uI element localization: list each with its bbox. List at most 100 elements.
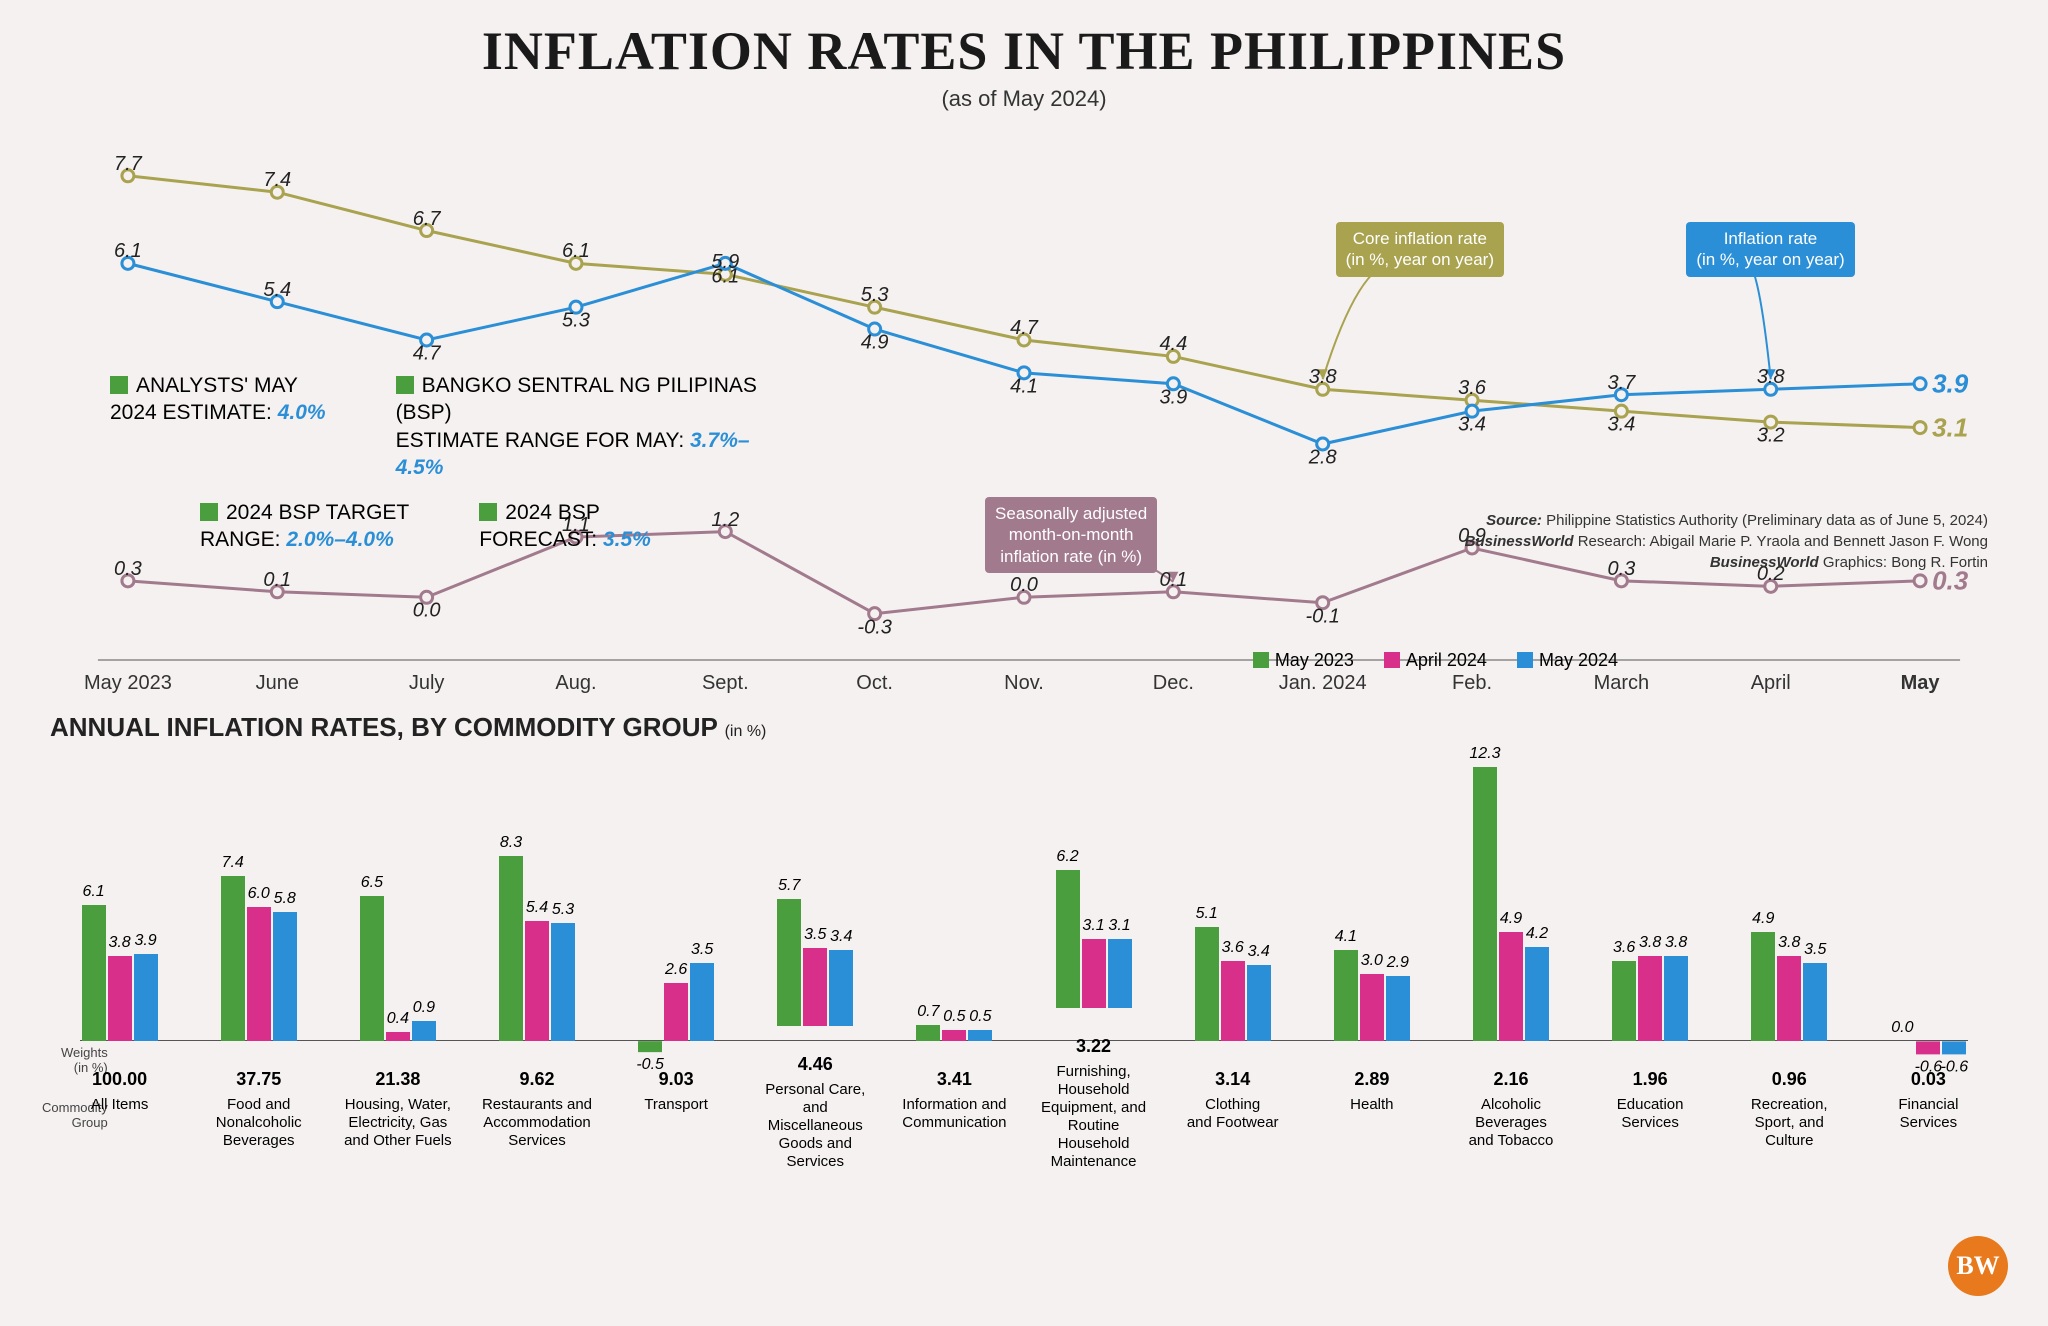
estimate-forecast: 2024 BSPFORECAST: 3.5% — [479, 499, 651, 554]
bar: 3.5 — [1803, 963, 1827, 1041]
group-name: Furnishing,HouseholdEquipment, andRoutin… — [1034, 1063, 1154, 1171]
point-label: 7.7 — [114, 153, 142, 176]
bar-group: 6.23.13.13.22Furnishing,HouseholdEquipme… — [1024, 718, 1163, 1171]
point-label: 4.9 — [861, 331, 889, 354]
bar: 0.4 — [386, 1032, 410, 1041]
group-weight: 9.62 — [519, 1069, 554, 1090]
x-axis-label: Dec. — [1153, 672, 1194, 695]
bar: 0.9 — [412, 1021, 436, 1041]
group-weight: 0.96 — [1772, 1069, 1807, 1090]
point-label: 6.1 — [114, 240, 142, 263]
point-label: 0.1 — [1159, 569, 1187, 592]
bar: 3.8 — [108, 956, 132, 1041]
bar: 3.6 — [1612, 961, 1636, 1041]
point-label: 5.4 — [263, 279, 291, 302]
bar: 2.6 — [664, 983, 688, 1041]
x-axis-label: March — [1594, 672, 1650, 695]
bar: 2.9 — [1386, 976, 1410, 1041]
point-label: 3.9 — [1159, 386, 1187, 409]
bar: 0.5 — [942, 1030, 966, 1041]
page-subtitle: (as of May 2024) — [50, 86, 1998, 112]
bar: 3.8 — [1638, 956, 1662, 1041]
bar-legend-item: April 2024 — [1384, 650, 1487, 671]
estimate-analysts: ANALYSTS' MAY2024 ESTIMATE: 4.0% — [110, 372, 326, 481]
bar-group: 6.50.40.921.38Housing, Water,Electricity… — [328, 751, 467, 1171]
x-axis-label: June — [256, 672, 299, 695]
group-name: Personal Care,and MiscellaneousGoods and… — [755, 1081, 875, 1171]
bar: 3.9 — [134, 954, 158, 1041]
bar-group: 6.13.83.9100.00All Items — [50, 751, 189, 1171]
bar: 3.1 — [1082, 939, 1106, 1008]
bar-group: 5.13.63.43.14Clothingand Footwear — [1163, 751, 1302, 1171]
callout-mom: Seasonally adjustedmonth-on-monthinflati… — [985, 497, 1157, 573]
group-weight: 3.14 — [1215, 1069, 1250, 1090]
bar: 3.6 — [1221, 961, 1245, 1041]
bar-legend-item: May 2023 — [1253, 650, 1354, 671]
x-axis-label: Jan. 2024 — [1279, 672, 1367, 695]
bar: 3.4 — [1247, 965, 1271, 1041]
estimate-bsp-range: BANGKO SENTRAL NG PILIPINAS (BSP)ESTIMAT… — [396, 372, 766, 481]
point-label: 4.7 — [413, 342, 441, 365]
bar: 0.7 — [916, 1025, 940, 1041]
group-name: Health — [1350, 1096, 1393, 1171]
group-name: FinancialServices — [1898, 1096, 1958, 1171]
point-label: 3.8 — [1309, 366, 1337, 389]
bar: -0.6 — [1916, 1041, 1940, 1054]
x-axis-label: Oct. — [856, 672, 893, 695]
bar-group: 8.35.45.39.62Restaurants andAccommodatio… — [467, 751, 606, 1171]
point-label: 3.7 — [1607, 372, 1635, 395]
bar: 3.5 — [690, 963, 714, 1041]
x-axis-label: Sept. — [702, 672, 749, 695]
point-label: 6.7 — [413, 208, 441, 231]
group-weight: 4.46 — [798, 1054, 833, 1075]
bar: 3.1 — [1108, 939, 1132, 1008]
group-name: Housing, Water,Electricity, Gasand Other… — [344, 1096, 452, 1171]
group-name: Clothingand Footwear — [1187, 1096, 1279, 1171]
page-title: INFLATION RATES IN THE PHILIPPINES — [50, 20, 1998, 82]
bar: 7.4 — [221, 876, 245, 1041]
point-label: 6.1 — [562, 240, 590, 263]
bar-legend: May 2023 April 2024 May 2024 — [1253, 650, 1618, 671]
group-weight: 37.75 — [236, 1069, 281, 1090]
bar: 4.9 — [1751, 932, 1775, 1041]
callout-core: Core inflation rate(in %, year on year) — [1336, 222, 1504, 277]
point-label: 0.0 — [1010, 574, 1038, 597]
bar: 5.3 — [551, 923, 575, 1041]
bar-section: ANNUAL INFLATION RATES, BY COMMODITY GRO… — [50, 712, 1998, 1171]
bar-chart: Weights(in %) CommodityGroup 6.13.83.910… — [50, 751, 1998, 1171]
bar-group: 0.70.50.53.41Information andCommunicatio… — [885, 751, 1024, 1171]
bar-legend-item: May 2024 — [1517, 650, 1618, 671]
bar-group: 7.46.05.837.75Food andNonalcoholicBevera… — [189, 751, 328, 1171]
point-label: 3.6 — [1458, 377, 1486, 400]
bar: 4.2 — [1525, 947, 1549, 1041]
bar-group: 4.93.83.50.96Recreation,Sport, andCultur… — [1720, 751, 1859, 1171]
bar: 3.0 — [1360, 974, 1384, 1041]
bw-logo: BW — [1948, 1236, 2008, 1296]
point-label: 4.4 — [1159, 333, 1187, 356]
point-label: 3.9 — [1932, 368, 1968, 399]
point-label: 3.2 — [1757, 424, 1785, 447]
bar-group: -0.52.63.59.03Transport — [607, 751, 746, 1171]
point-label: 5.3 — [861, 284, 889, 307]
point-label: 2.8 — [1309, 446, 1337, 469]
group-name: All Items — [91, 1096, 149, 1171]
x-axis-label: Feb. — [1452, 672, 1492, 695]
point-label: -0.1 — [1305, 605, 1339, 628]
bar: 5.7 — [777, 899, 801, 1026]
bar: -0.5 — [638, 1041, 662, 1052]
bar: 5.8 — [273, 912, 297, 1041]
bar: 12.3 — [1473, 767, 1497, 1041]
bar-group: 4.13.02.92.89Health — [1302, 751, 1441, 1171]
point-label: 3.4 — [1607, 413, 1635, 436]
group-weight: 1.96 — [1633, 1069, 1668, 1090]
bar: 8.3 — [499, 856, 523, 1041]
group-name: Transport — [644, 1096, 708, 1171]
bar: 6.2 — [1056, 870, 1080, 1008]
bar: 4.1 — [1334, 950, 1358, 1041]
estimate-target: 2024 BSP TARGETRANGE: 2.0%–4.0% — [200, 499, 409, 554]
bar: 4.9 — [1499, 932, 1523, 1041]
bar: 3.4 — [829, 950, 853, 1026]
point-label: 6.1 — [711, 266, 739, 289]
bar: -0.6 — [1942, 1041, 1966, 1054]
point-label: 4.1 — [1010, 375, 1038, 398]
